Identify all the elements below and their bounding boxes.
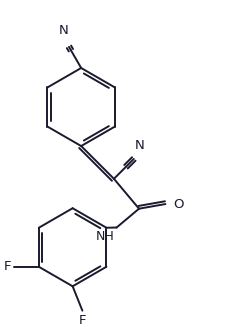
Text: N: N bbox=[59, 24, 69, 37]
Text: NH: NH bbox=[95, 230, 114, 243]
Text: F: F bbox=[3, 260, 11, 273]
Text: F: F bbox=[79, 314, 86, 327]
Text: N: N bbox=[135, 139, 145, 152]
Text: O: O bbox=[173, 198, 183, 211]
